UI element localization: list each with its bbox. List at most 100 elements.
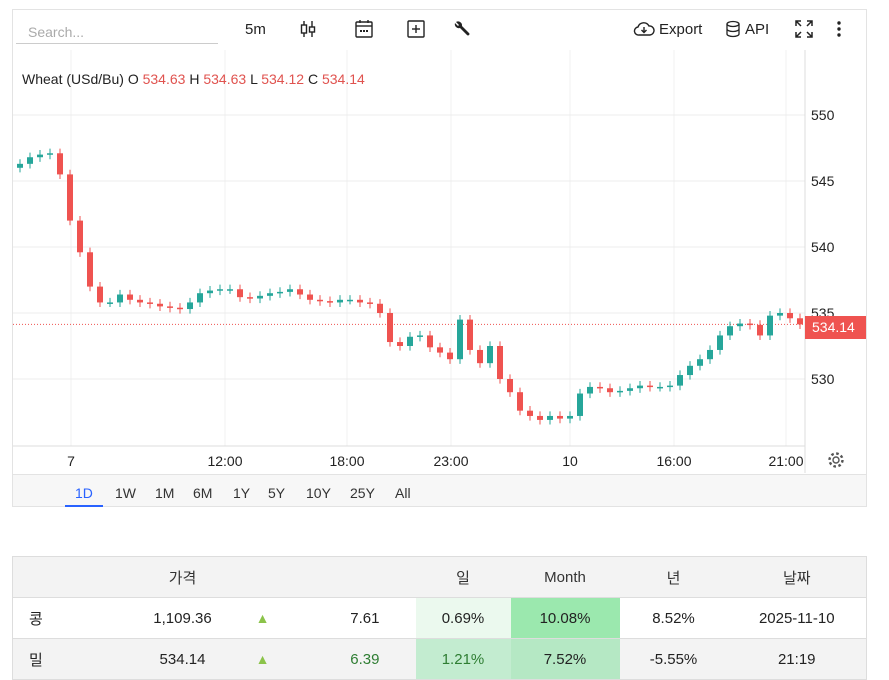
fullscreen-icon[interactable] — [794, 18, 814, 40]
candle-body — [517, 392, 523, 411]
cloud-download-icon — [633, 22, 655, 36]
candlestick-icon[interactable] — [299, 18, 317, 40]
range-tab-5y[interactable]: 5Y — [268, 485, 286, 501]
candle-body — [277, 291, 283, 294]
more-options-icon[interactable] — [836, 18, 842, 40]
col-price: 가격 — [132, 556, 233, 598]
candle-body — [527, 410, 533, 416]
range-tab-25y[interactable]: 25Y — [350, 485, 375, 501]
export-button[interactable]: Export — [633, 18, 702, 40]
wrench-icon[interactable] — [453, 18, 471, 40]
export-label: Export — [659, 20, 703, 38]
candle-body — [307, 294, 313, 300]
candle-body — [27, 157, 33, 164]
candle-body — [567, 415, 573, 419]
candle-body — [247, 297, 253, 299]
x-tick-label: 18:00 — [329, 453, 364, 469]
col-year: 년 — [619, 556, 728, 598]
candle-body — [767, 315, 773, 336]
candle-body — [557, 415, 563, 419]
candle-body — [187, 302, 193, 310]
table-row[interactable]: 콩 1,109.36 ▲ 7.61 0.69% 10.08% 8.52% 202… — [12, 597, 867, 639]
x-tick-label: 12:00 — [207, 453, 242, 469]
up-arrow-icon: ▲ — [232, 638, 293, 680]
search-input[interactable] — [16, 20, 218, 44]
candle-body — [17, 163, 23, 168]
range-tab-1m[interactable]: 1M — [155, 485, 175, 501]
candle-body — [507, 379, 513, 393]
candle-body — [37, 154, 43, 158]
candle-body — [117, 294, 123, 303]
range-tab-1y[interactable]: 1Y — [233, 485, 251, 501]
candle-body — [317, 299, 323, 302]
candle-body — [587, 386, 593, 394]
candle-body — [377, 303, 383, 313]
candle-body — [727, 326, 733, 336]
x-tick-label: 16:00 — [656, 453, 691, 469]
range-tab-10y[interactable]: 10Y — [306, 485, 331, 501]
candle-body — [267, 293, 273, 296]
candle-body — [57, 153, 63, 175]
calendar-icon[interactable] — [354, 18, 374, 40]
candle-body — [697, 359, 703, 366]
col-month: Month — [510, 556, 620, 598]
x-tick-label: 10 — [562, 453, 578, 469]
table-row[interactable]: 밀 534.14 ▲ 6.39 1.21% 7.52% -5.55% 21:19 — [12, 638, 867, 680]
candle-body — [167, 306, 173, 308]
candle-body — [107, 302, 113, 304]
candle-body — [627, 388, 633, 391]
candle-body — [207, 290, 213, 294]
day-change: 1.21% — [415, 638, 511, 680]
candle-body — [87, 252, 93, 287]
change: 6.39 — [292, 638, 416, 680]
candle-body — [617, 390, 623, 393]
candle-body — [157, 303, 163, 307]
candle-body — [397, 342, 403, 346]
high-label: H — [189, 71, 200, 87]
candle-body — [127, 294, 133, 300]
settings-gear-icon[interactable] — [827, 451, 845, 474]
candle-body — [667, 385, 673, 388]
last-price-tag: 534.14 — [805, 316, 866, 339]
interval-label: 5m — [245, 20, 266, 38]
open-label: O — [127, 71, 139, 87]
commodity-name[interactable]: 밀 — [12, 638, 133, 680]
candle-body — [327, 301, 333, 303]
candle-body — [257, 295, 263, 299]
candle-body — [717, 335, 723, 350]
close-label: C — [307, 71, 319, 87]
api-button[interactable]: API — [725, 18, 769, 40]
candle-body — [707, 349, 713, 360]
range-tab-1w[interactable]: 1W — [115, 485, 136, 501]
add-indicator-icon[interactable] — [406, 18, 426, 40]
candle-body — [737, 323, 743, 327]
x-tick-label: 23:00 — [433, 453, 468, 469]
candle-body — [657, 386, 663, 389]
col-day: 일 — [415, 556, 511, 598]
commodity-name[interactable]: 콩 — [12, 597, 133, 639]
col-date: 날짜 — [727, 556, 867, 598]
col-change — [292, 556, 416, 598]
candle-body — [757, 324, 763, 336]
range-tab-6m[interactable]: 6M — [193, 485, 213, 501]
candle-body — [577, 393, 583, 416]
close-value: 534.14 — [321, 71, 365, 87]
candle-body — [237, 289, 243, 298]
table-header: 가격 일 Month 년 날짜 — [12, 556, 867, 598]
candle-body — [687, 365, 693, 376]
ohlc-legend: Wheat (USd/Bu) O 534.63 H 534.63 L 534.1… — [22, 71, 365, 87]
candle-body — [647, 385, 653, 388]
interval-button[interactable]: 5m — [245, 18, 266, 40]
month-change: 10.08% — [510, 597, 620, 639]
low-label: L — [250, 71, 258, 87]
candle-body — [77, 220, 83, 253]
candle-body — [177, 307, 183, 310]
range-tab-all[interactable]: All — [395, 485, 411, 501]
candle-body — [367, 302, 373, 304]
range-tab-1d[interactable]: 1D — [65, 485, 103, 507]
candle-body — [637, 385, 643, 389]
year-change: 8.52% — [619, 597, 728, 639]
candle-body — [447, 352, 453, 360]
candle-body — [357, 299, 363, 303]
